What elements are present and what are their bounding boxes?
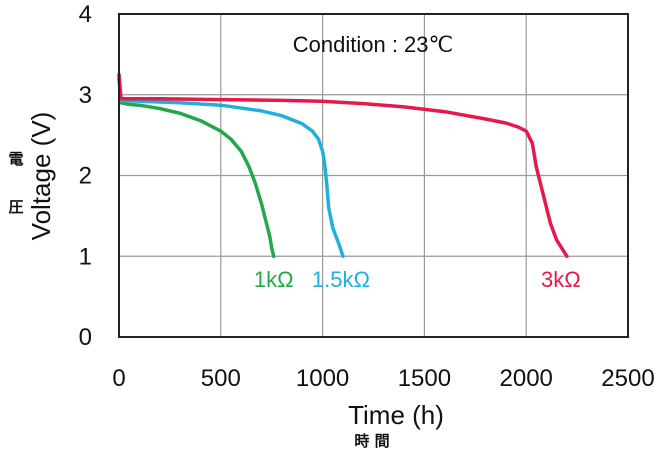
y-tick-label: 3 [79, 82, 92, 109]
series-labels: 1kΩ 1.5kΩ 3kΩ [254, 267, 581, 292]
series-line [117, 76, 276, 259]
x-tick-label: 1000 [296, 365, 349, 392]
x-tick-label: 2500 [601, 365, 654, 392]
x-axis-title: Time (h) [348, 400, 444, 430]
condition-annotation: Condition : 23℃ [293, 32, 453, 57]
plot-frame [118, 13, 629, 338]
y-tick-label: 0 [79, 324, 92, 351]
x-tick-label: 500 [201, 365, 241, 392]
series-line [117, 72, 569, 259]
y-tick-label: 4 [79, 1, 92, 28]
y-tick-label: 1 [79, 243, 92, 270]
y-axis-title-jp-bottom: 圧 [8, 198, 23, 216]
series-label: 3kΩ [541, 267, 581, 292]
x-tick-labels: 0 500 1000 1500 2000 2500 [112, 365, 654, 392]
series-lines [117, 72, 569, 259]
series-label: 1.5kΩ [312, 267, 370, 292]
y-tick-labels: 0 1 2 3 4 [79, 1, 92, 351]
y-tick-label: 2 [79, 163, 92, 190]
x-tick-label: 2000 [500, 365, 553, 392]
series-label: 1kΩ [254, 267, 294, 292]
y-axis-title-jp-top: 電 [8, 150, 23, 168]
series-line [117, 76, 345, 259]
y-axis-title: Voltage (V) [26, 112, 56, 241]
x-tick-label: 0 [112, 365, 125, 392]
x-axis-title-jp: 時 間 [354, 432, 389, 450]
x-tick-label: 1500 [398, 365, 451, 392]
